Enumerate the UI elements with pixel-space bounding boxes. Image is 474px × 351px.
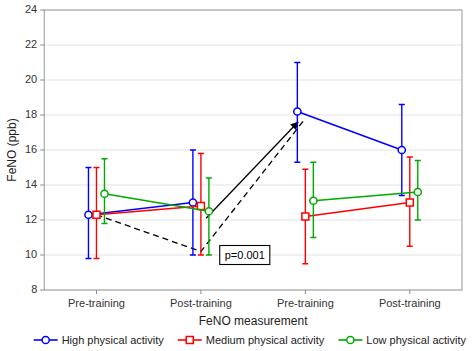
grid-line xyxy=(44,45,462,46)
point xyxy=(294,108,301,115)
y-tick-label: 14 xyxy=(25,178,37,190)
error-bar xyxy=(198,154,204,256)
y-axis-title: FeNO (ppb) xyxy=(5,118,19,181)
plot-frame xyxy=(44,10,462,290)
series-line xyxy=(297,112,401,151)
legend-label: Low physical activity xyxy=(366,334,466,346)
legend-marker xyxy=(347,336,354,343)
y-tick xyxy=(40,185,44,186)
point xyxy=(310,197,317,204)
series xyxy=(85,63,406,259)
point xyxy=(85,211,92,218)
error-bar xyxy=(85,168,91,259)
error-bar xyxy=(294,63,300,163)
error-bar xyxy=(206,178,212,255)
page: {"chart_data": {"type": "line", "x_label… xyxy=(0,0,474,351)
y-tick-label: 8 xyxy=(31,283,37,295)
y-tick xyxy=(40,150,44,151)
x-axis-title: FeNO measurement xyxy=(199,314,308,328)
point xyxy=(189,199,196,206)
legend-marker xyxy=(186,337,193,344)
y-tick xyxy=(40,10,44,11)
legend-label: High physical activity xyxy=(62,334,165,346)
x-tick-label: Pre-training xyxy=(277,297,334,309)
y-tick-label: 20 xyxy=(25,73,37,85)
series xyxy=(93,154,413,264)
legend-item: Low physical activity xyxy=(338,334,466,346)
y-tick xyxy=(40,290,44,291)
point xyxy=(197,203,204,210)
error-bar xyxy=(190,150,196,255)
y-tick xyxy=(40,80,44,81)
series xyxy=(101,159,422,255)
error-bar xyxy=(302,169,308,264)
legend-label: Medium physical activity xyxy=(206,334,325,346)
x-tick-label: Pre-training xyxy=(68,297,125,309)
error-bar xyxy=(407,157,413,246)
point xyxy=(398,146,405,153)
grid-line xyxy=(44,220,462,221)
legend: High physical activity Medium physical ac… xyxy=(34,334,467,346)
y-tick-label: 16 xyxy=(25,143,37,155)
error-bar xyxy=(101,159,107,224)
arrow xyxy=(206,122,298,218)
plot-data xyxy=(85,63,422,264)
y-tick-label: 12 xyxy=(25,213,37,225)
error-bar xyxy=(310,162,316,237)
series-line xyxy=(305,203,409,217)
legend-item: Medium physical activity xyxy=(178,334,325,346)
series-line xyxy=(313,192,417,201)
grid-line xyxy=(44,80,462,81)
annotation: p=0.001 xyxy=(225,249,265,261)
legend-marker xyxy=(42,336,49,343)
x-tick xyxy=(305,290,306,294)
point xyxy=(414,188,421,195)
y-tick xyxy=(40,220,44,221)
y-tick-label: 18 xyxy=(25,108,37,120)
annotation-box xyxy=(220,246,270,265)
y-tick xyxy=(40,45,44,46)
chart: 8 10 12 14 16 18 20 22 24 Pre-training Post-traini… xyxy=(0,0,474,351)
error-bar xyxy=(399,105,405,196)
point xyxy=(93,211,100,218)
x-tick xyxy=(96,290,97,294)
x-tick-label: Post-training xyxy=(379,297,441,309)
legend-item: High physical activity xyxy=(34,334,165,346)
y-tick xyxy=(40,115,44,116)
series-line xyxy=(104,194,208,212)
point xyxy=(101,190,108,197)
x-tick xyxy=(409,290,410,294)
error-bar xyxy=(415,161,421,221)
point xyxy=(302,213,309,220)
y-tick xyxy=(40,255,44,256)
grid xyxy=(40,10,462,290)
error-bar xyxy=(93,168,99,259)
grid-line xyxy=(44,115,462,116)
y-tick-label: 24 xyxy=(25,3,37,15)
y-tick-label: 10 xyxy=(25,248,37,260)
point xyxy=(205,208,212,215)
x-tick xyxy=(200,290,201,294)
y-tick-label: 22 xyxy=(25,38,37,50)
x-tick-label: Post-training xyxy=(170,297,232,309)
point xyxy=(406,199,413,206)
